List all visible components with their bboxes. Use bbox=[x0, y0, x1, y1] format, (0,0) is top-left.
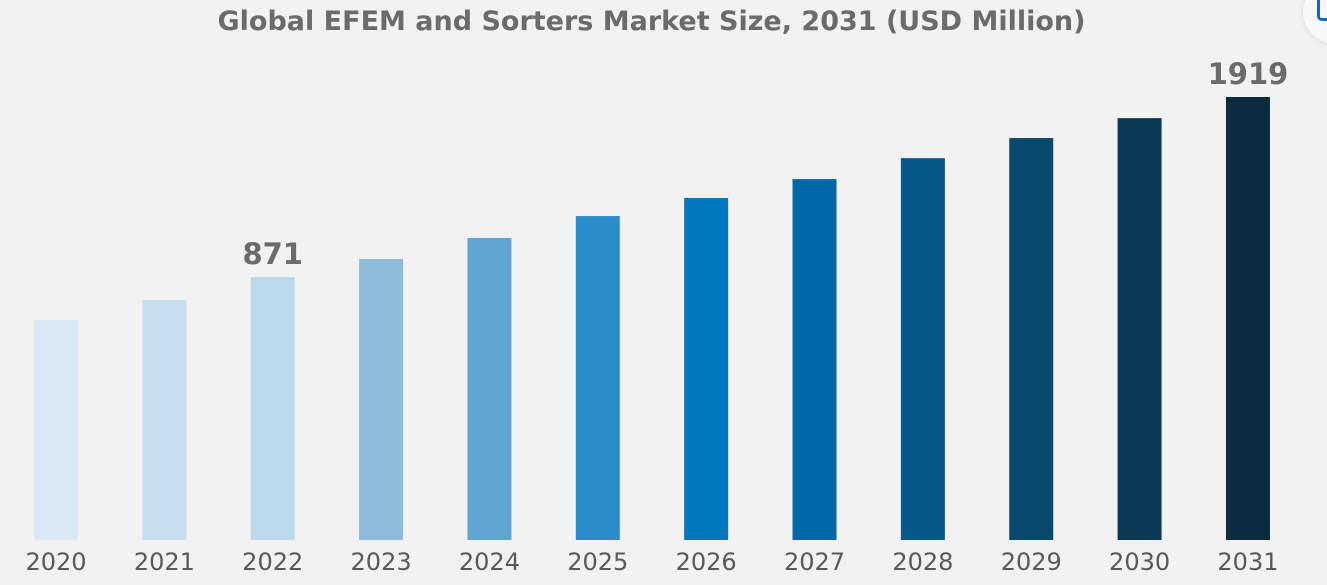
data-label-2031: 1919 bbox=[1208, 57, 1289, 91]
x-tick-label: 2022 bbox=[242, 548, 303, 576]
bar-2027 bbox=[792, 179, 837, 540]
bar-2030 bbox=[1117, 118, 1162, 540]
bar-2031 bbox=[1225, 97, 1270, 540]
x-tick-label: 2020 bbox=[25, 548, 86, 576]
bar-2023 bbox=[359, 258, 404, 540]
bar-2029 bbox=[1009, 138, 1054, 540]
bar-2025 bbox=[575, 216, 620, 540]
data-label-2022: 871 bbox=[242, 237, 303, 271]
bar-2028 bbox=[900, 158, 945, 541]
chart-title: Global EFEM and Sorters Market Size, 203… bbox=[217, 6, 1086, 37]
x-tick-label: 2025 bbox=[567, 548, 628, 576]
x-tick-label: 2027 bbox=[784, 548, 845, 576]
x-tick-label: 2031 bbox=[1217, 548, 1278, 576]
x-tick-label: 2026 bbox=[676, 548, 737, 576]
x-tick-label: 2028 bbox=[892, 548, 953, 576]
bar-2021 bbox=[142, 300, 187, 540]
x-tick-label: 2021 bbox=[134, 548, 195, 576]
x-tick-label: 2030 bbox=[1109, 548, 1170, 576]
bar-2022 bbox=[250, 277, 295, 540]
bar-2024 bbox=[467, 238, 512, 540]
bar-2020 bbox=[34, 320, 78, 540]
bar-2026 bbox=[684, 198, 729, 540]
x-tick-label: 2023 bbox=[351, 548, 412, 576]
x-tick-label: 2029 bbox=[1001, 548, 1062, 576]
x-tick-label: 2024 bbox=[459, 548, 520, 576]
share-icon bbox=[1317, 0, 1327, 21]
